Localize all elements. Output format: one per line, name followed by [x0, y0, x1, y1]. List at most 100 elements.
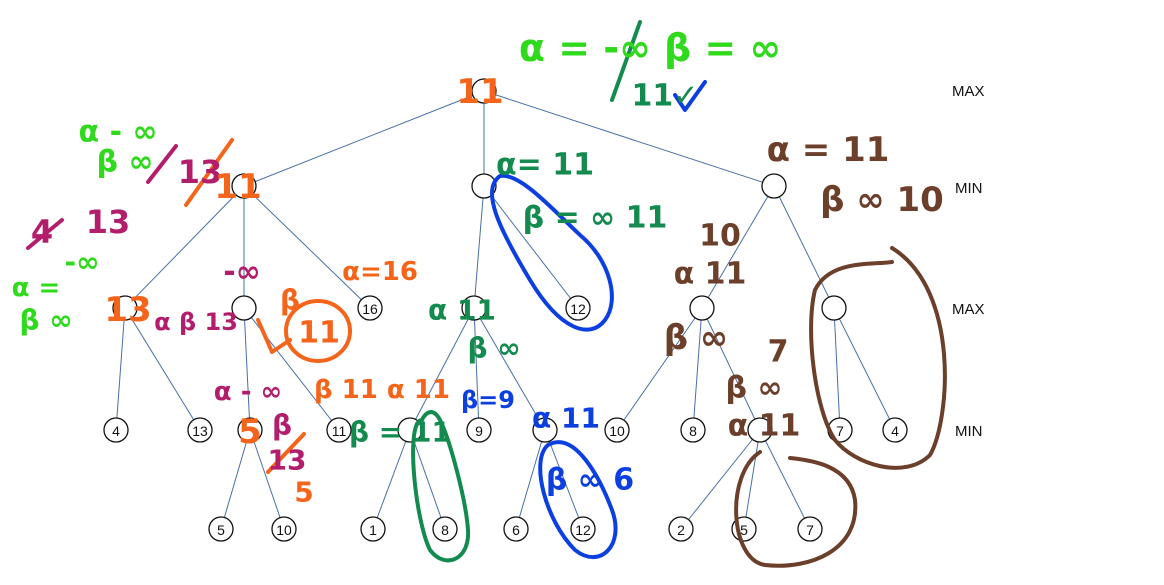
annotation-value: 10 [699, 219, 741, 254]
annotation-neg-inf: -∞ [223, 255, 260, 290]
node-value: 16 [362, 301, 378, 317]
node-value: 10 [276, 522, 292, 538]
annotation-alpha: α 11 [532, 402, 600, 435]
edge [473, 307, 546, 431]
edge [743, 429, 761, 530]
annotation-node-value: 11 [298, 316, 340, 351]
node-value: 5 [740, 522, 748, 538]
annotation-root-alpha-beta: α = -∞ β = ∞ [519, 26, 781, 70]
leaf-node [680, 417, 706, 443]
annotation-alpha-beta: β 11 α 11 [314, 375, 450, 405]
node-value: 13 [192, 423, 208, 439]
edge [483, 185, 579, 309]
edge [243, 185, 371, 309]
annotation-alpha: α= 11 [496, 148, 594, 183]
node-value: 5 [217, 522, 225, 538]
level-label-min: MIN [955, 423, 983, 440]
edge [243, 307, 251, 431]
annotation-beta: β ∞ [97, 145, 154, 180]
leaf-node [882, 417, 908, 443]
handwritten-annotations: α = -∞ β = ∞ 11✓ 11 α - ∞ β ∞ 13 11 4 13… [12, 26, 944, 509]
pruned-loop [490, 173, 614, 332]
edge [759, 429, 811, 530]
level-label-min: MIN [955, 180, 983, 197]
leaf-node [466, 417, 492, 443]
annotation-alpha-beta: α β 13 [154, 308, 238, 336]
annotation-beta: β ∞ [664, 318, 729, 358]
edge [124, 307, 201, 431]
annotation-alpha: α - ∞ [214, 377, 282, 407]
edge [680, 429, 761, 530]
annotation-beta: β ∞ 10 [820, 180, 944, 220]
checkmark [673, 80, 707, 112]
tree-edges [115, 90, 896, 530]
leaf-node [103, 417, 129, 443]
node-value: 12 [575, 522, 591, 538]
node-value: 9 [475, 423, 483, 439]
edge [616, 307, 703, 431]
level-label-max: MAX [952, 301, 985, 318]
annotation-beta: β = ∞ 11 [523, 201, 668, 236]
node-value: 1 [369, 522, 377, 538]
annotation-beta: β ∞ 6 [546, 463, 634, 498]
annotation-neg-inf: -∞ [65, 246, 100, 279]
annotation-value: 5 [294, 476, 313, 509]
annotation-value: 4 [31, 213, 53, 251]
node-value: 11 [332, 423, 347, 439]
node-value: 12 [570, 301, 586, 317]
edge [833, 307, 841, 431]
strike-mark [146, 144, 178, 184]
node-value: 6 [512, 522, 520, 538]
annotation-crossed-value: 7 [768, 335, 789, 370]
level-label-max: MAX [952, 83, 985, 100]
annotation-node-value: 11 [214, 167, 261, 207]
annotation-beta: β ∞ [19, 304, 72, 337]
node-value: 4 [891, 423, 899, 439]
edge [515, 429, 546, 530]
strike-mark [184, 138, 234, 207]
max-node [461, 295, 487, 321]
annotation-alpha: α 11 [674, 257, 747, 292]
max-node [821, 295, 847, 321]
annotation-beta: β = 11 [349, 416, 451, 449]
arrow-mark [256, 318, 292, 354]
leaf-node [503, 516, 529, 542]
edge [409, 429, 446, 530]
annotation-beta: β ∞ [467, 332, 520, 365]
node-value: 4 [112, 423, 120, 439]
node-value: 7 [806, 522, 814, 538]
min-node-left [231, 173, 257, 199]
min-node [237, 417, 263, 443]
annotation-alpha: α 11 [728, 409, 801, 444]
circled-mark [284, 299, 352, 363]
root-max-node [471, 78, 497, 104]
leaf-node [360, 516, 386, 542]
annotation-alpha: α - ∞ [79, 115, 158, 150]
edge [701, 307, 761, 431]
leaf-node [570, 516, 596, 542]
max-node [112, 295, 138, 321]
strike-mark [610, 20, 642, 102]
node-value: 8 [441, 522, 449, 538]
leaf-node [208, 516, 234, 542]
edge [701, 185, 775, 309]
edge [409, 307, 475, 431]
pruned-loop [809, 246, 947, 470]
annotation-alpha: α=16 [342, 257, 418, 287]
annotation-root-value: 11 [456, 72, 503, 112]
annotation-alpha: α = [12, 273, 61, 303]
leaf-node [271, 516, 297, 542]
leaf-node [604, 417, 630, 443]
annotation-beta: β ∞ [726, 371, 783, 406]
edge [483, 90, 775, 187]
pruned-loop [538, 440, 618, 560]
node-value: 2 [677, 522, 685, 538]
annotation-node-value: 5 [238, 412, 262, 452]
edge [124, 185, 245, 309]
strike-mark [26, 218, 64, 250]
max-node [231, 295, 257, 321]
strike-mark [266, 432, 306, 474]
tree-nodes: 16 12 4 13 11 9 10 8 7 4 5 10 1 8 [103, 78, 908, 542]
annotation-root-result: 11✓ [632, 79, 699, 114]
